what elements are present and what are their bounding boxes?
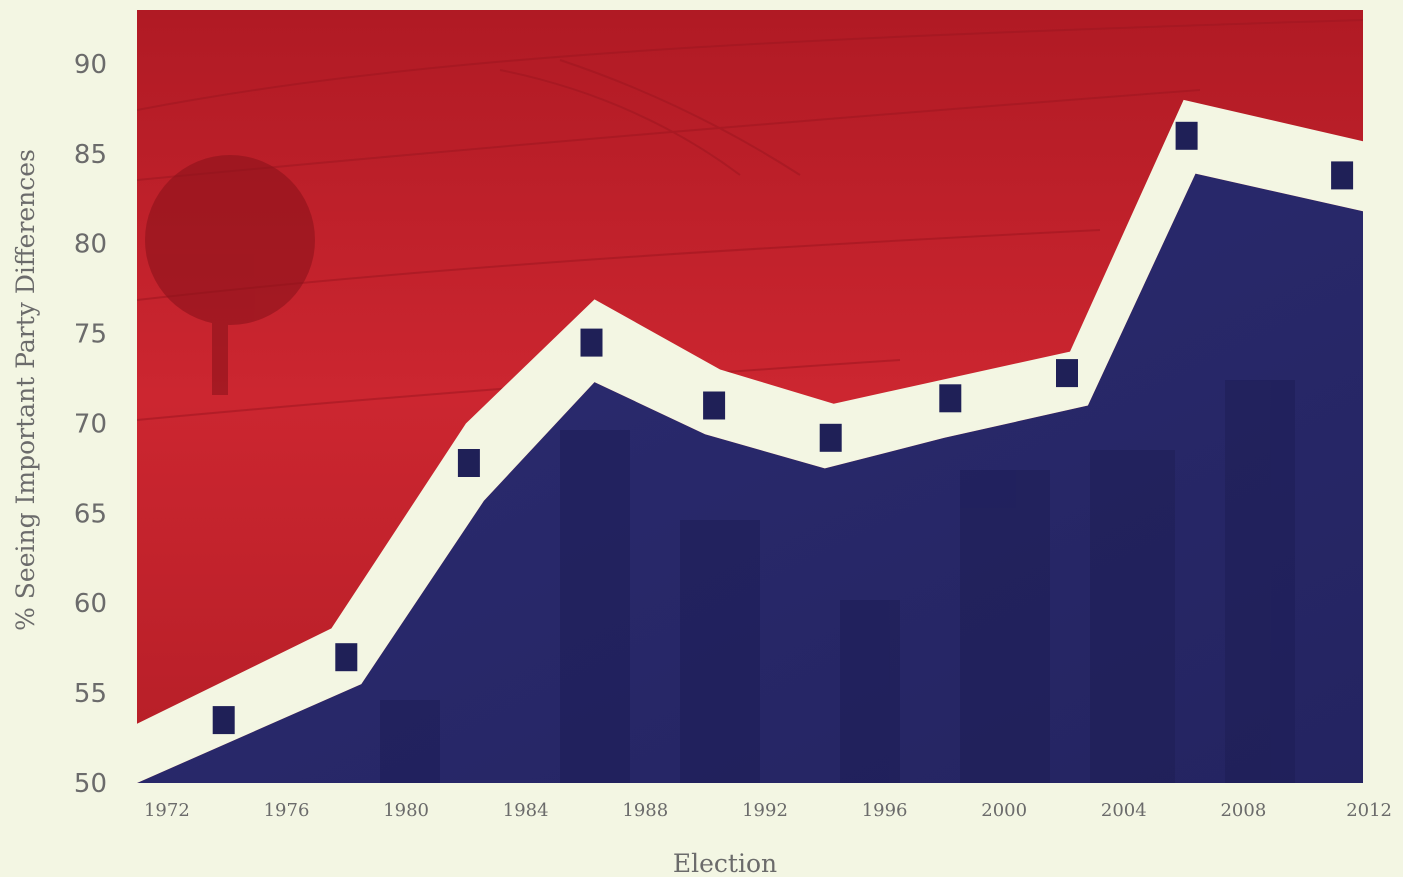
- y-axis-label: % Seeing Important Party Differences: [11, 149, 40, 631]
- urban-area: [137, 173, 1363, 783]
- x-tick-label: 1976: [264, 800, 310, 821]
- data-point: [457, 449, 480, 477]
- data-point: [580, 328, 603, 357]
- y-tick-label: 80: [74, 230, 107, 260]
- x-tick-label: 2012: [1346, 800, 1392, 821]
- y-axis-ticks: 50 55 60 65 70 75 80 85 90: [74, 50, 107, 799]
- x-tick-label: 1980: [383, 800, 429, 821]
- x-tick-label: 1984: [503, 800, 549, 821]
- y-tick-label: 70: [74, 410, 107, 440]
- y-tick-label: 75: [74, 320, 107, 350]
- x-tick-label: 2008: [1220, 800, 1266, 821]
- x-axis-ticks: 1972 1976 1980 1984 1988 1992 1996 2000 2004 2008…: [144, 800, 1392, 821]
- data-point: [335, 643, 358, 672]
- y-tick-label: 60: [74, 589, 107, 619]
- x-tick-label: 1996: [862, 800, 908, 821]
- y-tick-label: 55: [74, 679, 107, 709]
- y-tick-label: 50: [74, 769, 107, 799]
- data-point: [1331, 161, 1354, 190]
- x-tick-label: 2000: [981, 800, 1027, 821]
- data-point: [1056, 359, 1078, 388]
- data-point: [819, 423, 842, 452]
- skyline-texture: [380, 380, 1295, 783]
- tree-silhouette: [145, 155, 315, 395]
- data-markers: [212, 121, 1354, 735]
- data-point: [1175, 121, 1198, 150]
- data-point: [703, 391, 726, 420]
- y-tick-label: 85: [74, 140, 107, 170]
- y-tick-label: 90: [74, 50, 107, 80]
- data-point: [212, 706, 235, 735]
- plot-area: [137, 10, 1363, 783]
- y-tick-label: 65: [74, 499, 107, 529]
- x-tick-label: 1972: [144, 800, 190, 821]
- trend-band: [137, 99, 1363, 783]
- x-tick-label: 2004: [1101, 800, 1147, 821]
- x-tick-label: 1988: [622, 800, 668, 821]
- data-point: [939, 384, 962, 413]
- x-tick-label: 1992: [742, 800, 788, 821]
- x-axis-label: Election: [673, 849, 777, 877]
